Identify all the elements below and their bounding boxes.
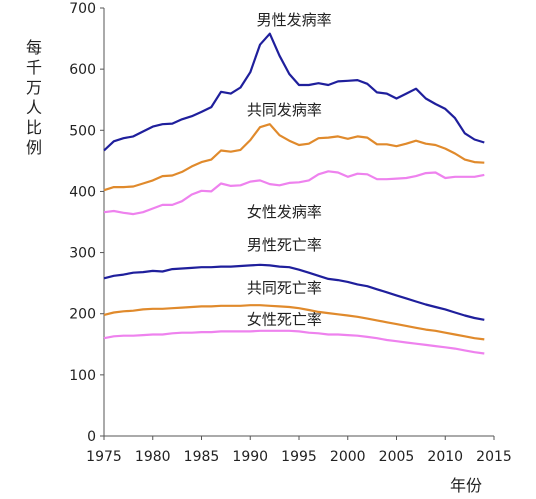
x-tick-label: 1990 [232, 449, 268, 465]
y-axis-label-char: 每 [26, 38, 43, 57]
y-axis-label-char: 例 [26, 138, 43, 157]
x-tick-label: 2000 [330, 449, 366, 465]
series-annotation-2: 共同发病率 [247, 101, 322, 119]
y-axis-label-char: 人 [26, 98, 43, 117]
y-axis-label-char: 比 [26, 118, 43, 137]
series-line-6 [103, 329, 485, 355]
series-line-5 [103, 304, 485, 341]
series-annotation-3: 女性发病率 [247, 203, 322, 221]
x-tick-label: 2015 [476, 449, 512, 465]
series-line-3 [103, 170, 485, 216]
y-axis-label-char: 千 [26, 58, 43, 77]
x-tick-label: 1995 [281, 449, 317, 465]
x-tick-label: 2010 [427, 449, 463, 465]
y-tick-label: 200 [69, 307, 96, 323]
series-line-4 [103, 263, 485, 321]
x-tick-label: 1985 [184, 449, 220, 465]
y-tick-label: 100 [69, 368, 96, 384]
series-annotation-6: 女性死亡率 [247, 311, 322, 329]
series-annotation-1: 男性发病率 [257, 11, 332, 29]
series-line-1 [103, 32, 485, 152]
x-axis-label: 年份 [450, 476, 483, 495]
series-annotation-5: 共同死亡率 [247, 279, 322, 297]
y-tick-label: 500 [69, 123, 96, 139]
y-tick-label: 700 [69, 1, 96, 17]
y-tick-label: 400 [69, 184, 96, 200]
x-tick-label: 1980 [135, 449, 171, 465]
x-tick-label: 2005 [379, 449, 415, 465]
y-axis-label-char: 万 [26, 78, 43, 97]
y-tick-label: 0 [87, 429, 96, 445]
y-tick-label: 600 [69, 62, 96, 78]
y-tick-label: 300 [69, 246, 96, 262]
series-annotation-4: 男性死亡率 [247, 236, 322, 254]
series-line-2 [103, 123, 485, 192]
x-tick-label: 1975 [86, 449, 122, 465]
